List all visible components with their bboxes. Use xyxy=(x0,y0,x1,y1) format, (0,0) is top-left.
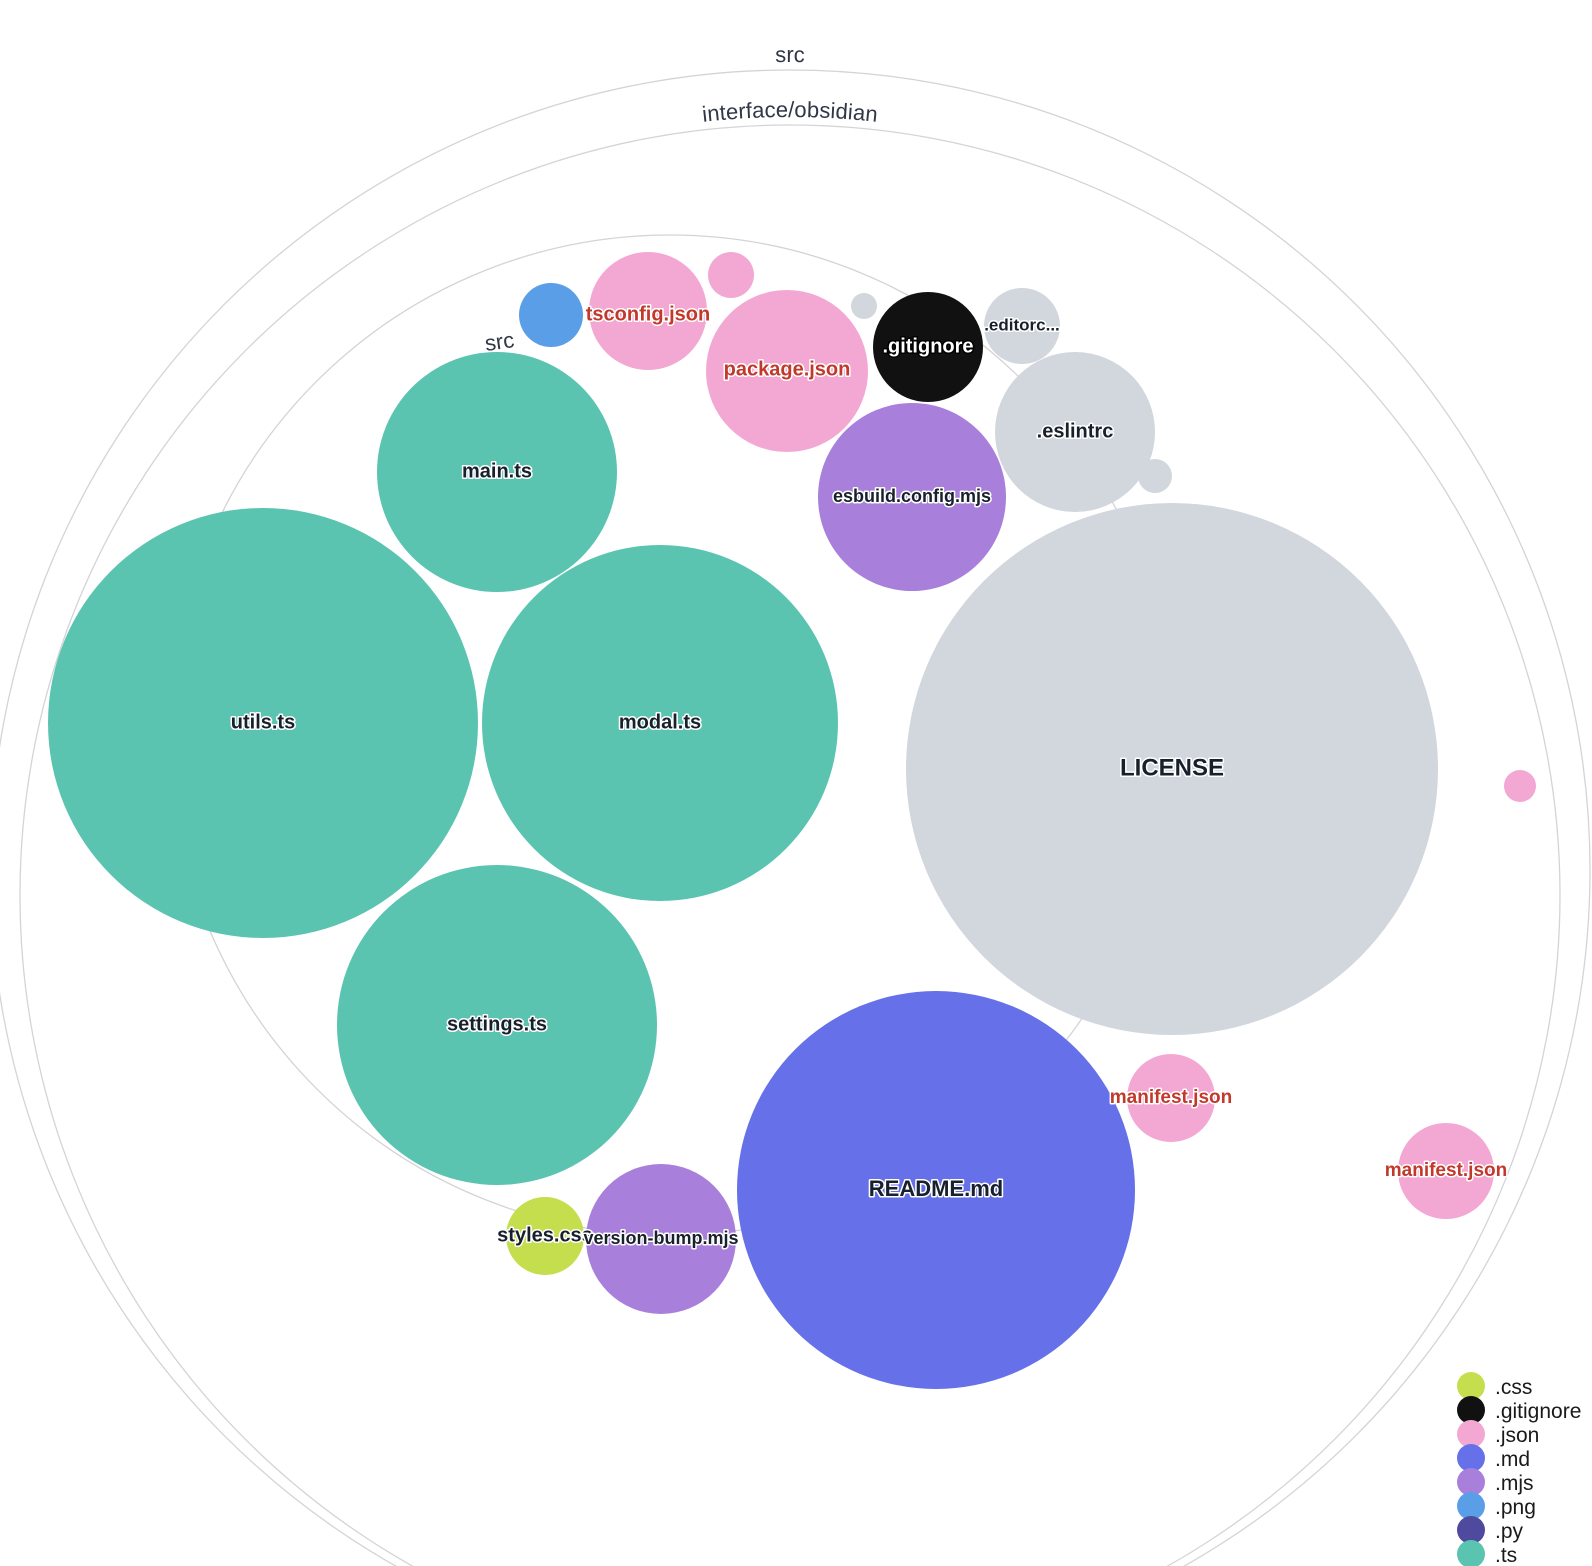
svg-text:.py: .py xyxy=(1495,1520,1524,1543)
svg-text:tsconfig.json: tsconfig.json xyxy=(586,303,710,325)
svg-text:.eslintrc: .eslintrc xyxy=(1037,420,1114,442)
svg-text:modal.ts: modal.ts xyxy=(619,711,701,733)
svg-text:.mjs: .mjs xyxy=(1495,1472,1534,1495)
svg-text:LICENSE: LICENSE xyxy=(1120,754,1224,781)
svg-text:.md: .md xyxy=(1495,1448,1530,1471)
svg-text:.json: .json xyxy=(1495,1424,1539,1447)
svg-text:utils.ts: utils.ts xyxy=(231,711,295,733)
svg-text:src: src xyxy=(775,42,805,67)
svg-text:version-bump.mjs: version-bump.mjs xyxy=(583,1228,738,1248)
svg-text:manifest.json: manifest.json xyxy=(1110,1087,1232,1108)
svg-text:.ts: .ts xyxy=(1495,1544,1517,1566)
svg-text:src: src xyxy=(483,327,516,356)
svg-text:.gitignore: .gitignore xyxy=(1495,1400,1581,1423)
svg-text:.editorc...: .editorc... xyxy=(984,315,1060,334)
svg-text:main.ts: main.ts xyxy=(462,460,532,482)
svg-text:esbuild.config.mjs: esbuild.config.mjs xyxy=(833,486,991,506)
svg-text:manifest.json: manifest.json xyxy=(1385,1160,1507,1181)
svg-text:.gitignore: .gitignore xyxy=(882,335,973,357)
svg-text:styles.css: styles.css xyxy=(497,1224,593,1246)
svg-text:settings.ts: settings.ts xyxy=(447,1013,547,1035)
svg-text:interface/obsidian: interface/obsidian xyxy=(701,97,879,127)
svg-text:.png: .png xyxy=(1495,1496,1536,1519)
svg-text:README.md: README.md xyxy=(869,1176,1003,1201)
svg-text:.css: .css xyxy=(1495,1376,1532,1399)
svg-text:package.json: package.json xyxy=(724,358,851,380)
